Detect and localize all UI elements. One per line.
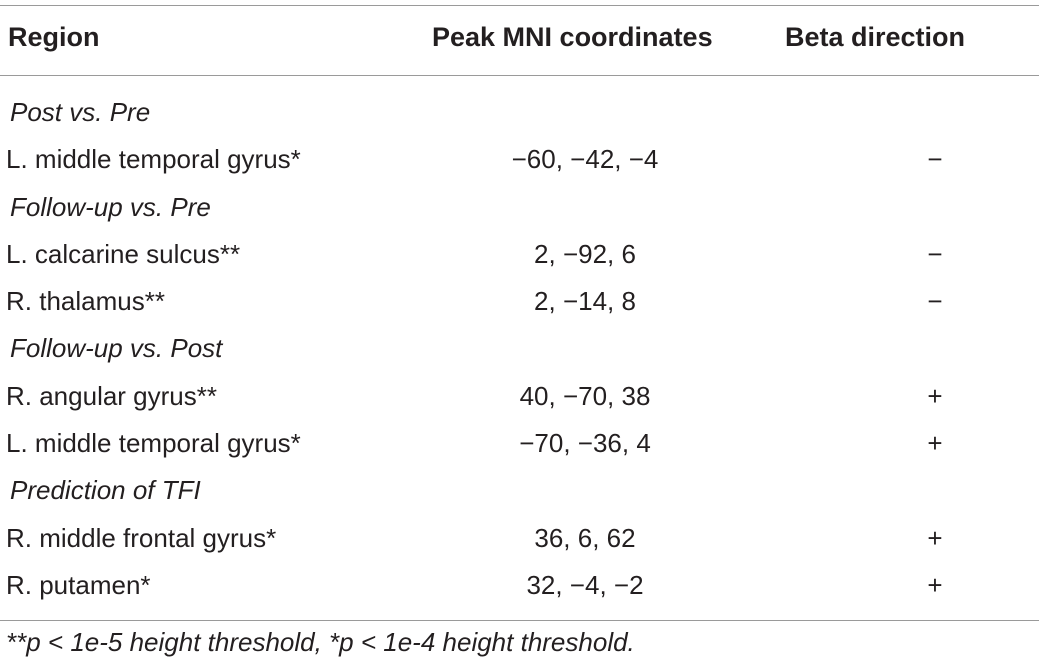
coordinates-cell: 32, −4, −2 xyxy=(526,569,644,600)
header-beta-direction: Beta direction xyxy=(785,22,966,52)
table-row-section: Follow-up vs. Post xyxy=(0,325,1039,372)
coordinates-cell: 40, −70, 38 xyxy=(519,380,651,411)
table-footnote: **p < 1e-5 height threshold, *p < 1e-4 h… xyxy=(6,627,635,657)
beta-cell: + xyxy=(927,569,943,600)
table-row-section: Post vs. Pre xyxy=(0,89,1039,136)
section-label: Prediction of TFI xyxy=(10,475,201,506)
beta-cell: − xyxy=(927,144,943,175)
table-row: R. middle frontal gyrus* 36, 6, 62 + xyxy=(0,515,1039,562)
header-region: Region xyxy=(8,22,100,52)
coordinates-cell: −70, −36, 4 xyxy=(519,428,651,459)
coordinates-cell: 2, −14, 8 xyxy=(534,286,636,317)
table-row: R. angular gyrus** 40, −70, 38 + xyxy=(0,373,1039,420)
coordinates-cell: 2, −92, 6 xyxy=(534,238,636,269)
table-row: L. middle temporal gyrus* −60, −42, −4 − xyxy=(0,136,1039,183)
table-row-section: Prediction of TFI xyxy=(0,467,1039,514)
region-cell: L. calcarine sulcus** xyxy=(6,238,241,269)
beta-cell: − xyxy=(927,286,943,317)
table-bottom-rule xyxy=(0,620,1039,621)
coordinates-cell: −60, −42, −4 xyxy=(511,144,659,175)
table-body: Post vs. Pre L. middle temporal gyrus* −… xyxy=(0,89,1039,609)
table-row: R. thalamus** 2, −14, 8 − xyxy=(0,278,1039,325)
beta-cell: + xyxy=(927,522,943,553)
table-row: L. middle temporal gyrus* −70, −36, 4 + xyxy=(0,420,1039,467)
region-cell: R. angular gyrus** xyxy=(6,380,217,411)
region-cell: L. middle temporal gyrus* xyxy=(6,144,301,175)
beta-cell: + xyxy=(927,428,943,459)
region-cell: R. putamen* xyxy=(6,569,151,600)
table-row-section: Follow-up vs. Pre xyxy=(0,184,1039,231)
table-header-rule xyxy=(0,75,1039,76)
beta-cell: + xyxy=(927,380,943,411)
table-row: R. putamen* 32, −4, −2 + xyxy=(0,562,1039,609)
table-row: L. calcarine sulcus** 2, −92, 6 − xyxy=(0,231,1039,278)
section-label: Follow-up vs. Post xyxy=(10,333,223,364)
table-header: Region Peak MNI coordinates Beta directi… xyxy=(0,22,1039,62)
region-cell: R. middle frontal gyrus* xyxy=(6,522,277,553)
section-label: Post vs. Pre xyxy=(10,97,151,127)
section-label: Follow-up vs. Pre xyxy=(10,191,211,222)
region-cell: R. thalamus** xyxy=(6,286,165,317)
beta-cell: − xyxy=(927,238,943,269)
header-coordinates: Peak MNI coordinates xyxy=(432,22,713,52)
coordinates-cell: 36, 6, 62 xyxy=(534,522,636,553)
table-top-rule xyxy=(0,5,1039,6)
region-cell: L. middle temporal gyrus* xyxy=(6,428,301,459)
